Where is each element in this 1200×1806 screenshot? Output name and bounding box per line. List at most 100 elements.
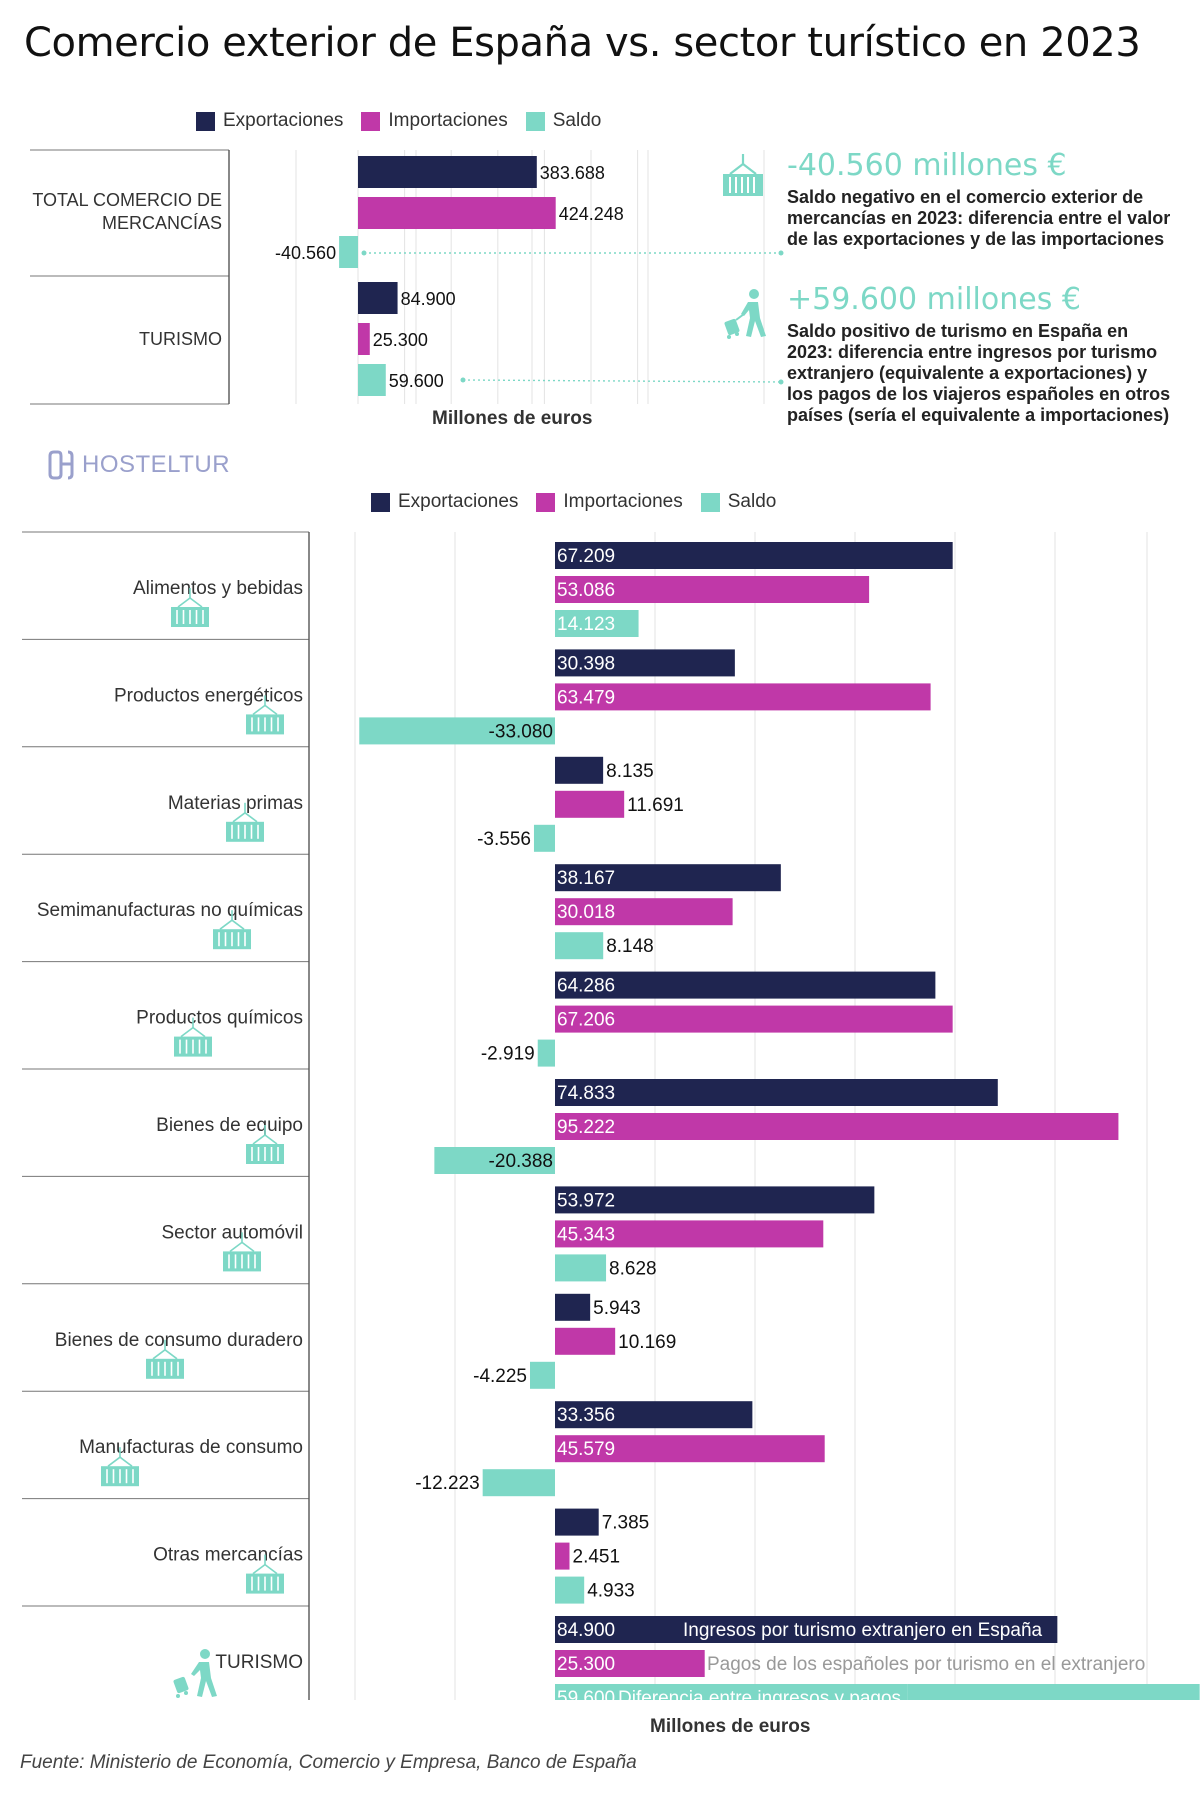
legend-item-exportaciones: Exportaciones xyxy=(196,110,343,132)
data-label: 25.300 xyxy=(557,1654,615,1675)
data-label: 63.479 xyxy=(557,687,615,708)
data-label: 74.833 xyxy=(557,1083,615,1104)
bar-importaciones xyxy=(555,1542,570,1570)
icon-part xyxy=(152,1349,178,1360)
bar-exportaciones xyxy=(555,542,953,569)
data-label: 59.600 xyxy=(389,371,444,391)
data-label: 25.300 xyxy=(373,330,428,350)
data-label: 424.248 xyxy=(559,204,624,224)
brand: HOSTELTUR xyxy=(46,450,230,480)
data-label: -33.080 xyxy=(489,721,553,742)
data-label: -3.556 xyxy=(477,829,531,850)
cargo-container-icon xyxy=(246,1554,284,1594)
icon-part xyxy=(173,1676,189,1694)
icon-part xyxy=(191,1662,217,1697)
icon-part xyxy=(252,1563,278,1575)
data-label: 8.148 xyxy=(606,936,654,957)
legend-item-saldo: Saldo xyxy=(700,491,777,513)
data-label: 84.900 xyxy=(557,1620,615,1641)
legend-swatch-importaciones xyxy=(536,492,556,512)
icon-part xyxy=(200,1649,210,1659)
category-label: Materias primas xyxy=(168,793,303,814)
bar-exportaciones xyxy=(555,864,781,892)
data-label: 33.356 xyxy=(557,1405,615,1426)
category-label: Semimanufacturas no químicas xyxy=(37,900,303,921)
bar-saldo xyxy=(555,1576,585,1604)
category-label: TOTAL COMERCIO DE xyxy=(32,190,222,210)
data-label: 4.933 xyxy=(587,1581,635,1602)
legend-swatch-saldo xyxy=(700,492,720,512)
category-label: TURISMO xyxy=(215,1652,303,1673)
legend-swatch-exportaciones xyxy=(196,111,215,131)
callout-connector xyxy=(462,379,782,383)
cargo-container-icon xyxy=(101,1447,139,1487)
data-label: 67.209 xyxy=(557,546,615,567)
bar-saldo xyxy=(482,1469,555,1497)
data-label: -12.223 xyxy=(415,1473,479,1494)
bar-exportaciones xyxy=(555,1508,599,1536)
callout-connector-dot xyxy=(460,377,466,383)
bar-importaciones xyxy=(555,1113,1119,1140)
bar-exportaciones xyxy=(555,1079,998,1106)
callout-tourism-text: Saldo positivo de turismo en España en 2… xyxy=(787,321,1171,425)
bar-saldo xyxy=(434,1147,555,1174)
icon-part xyxy=(107,1456,133,1467)
cargo-container-icon xyxy=(174,1017,212,1057)
bar-importaciones xyxy=(555,1220,824,1248)
chart-breakdown: Alimentos y bebidas 67.209 53.086 14.123 Pro… xyxy=(22,531,1200,1700)
bar-saldo xyxy=(555,932,604,960)
category-label: Productos energéticos xyxy=(114,685,303,706)
legend-item-exportaciones: Exportaciones xyxy=(371,491,518,513)
bar-saldo xyxy=(533,824,555,852)
legend-label-exportaciones: Exportaciones xyxy=(223,110,344,131)
data-label: 5.943 xyxy=(593,1298,641,1319)
data-label: -40.560 xyxy=(275,243,336,263)
data-label: 2.451 xyxy=(573,1547,621,1568)
data-label: 64.286 xyxy=(557,976,615,997)
cargo-container-icon xyxy=(226,802,264,842)
bar-exportaciones xyxy=(358,156,537,188)
annotation-background xyxy=(907,1684,1200,1700)
bar-saldo xyxy=(359,717,555,745)
bar-importaciones xyxy=(358,197,556,229)
data-label: 8.628 xyxy=(609,1258,657,1279)
cargo-container-icon xyxy=(723,154,763,196)
legend-swatch-saldo xyxy=(525,111,545,131)
bar-importaciones xyxy=(555,898,733,926)
hosteltur-logo-icon xyxy=(48,450,74,480)
cargo-container-icon xyxy=(171,588,209,627)
bar-importaciones xyxy=(555,1435,825,1463)
data-label: -4.225 xyxy=(473,1366,527,1387)
cargo-container-icon xyxy=(146,1339,184,1379)
callout-merch-value: -40.560 millones € xyxy=(787,148,1067,183)
legend-item-saldo: Saldo xyxy=(525,110,601,132)
bar-saldo xyxy=(555,1684,908,1700)
callout-connector-dot xyxy=(361,250,367,256)
source-note: Fuente: Ministerio de Economía, Comercio… xyxy=(20,1752,637,1773)
axis-title-summary: Millones de euros xyxy=(432,408,593,429)
bar-saldo xyxy=(555,610,639,637)
icon-part xyxy=(219,919,245,930)
legend-label-exportaciones: Exportaciones xyxy=(398,491,519,512)
category-label: Manufacturas de consumo xyxy=(79,1437,303,1458)
traveler-icon xyxy=(173,1649,217,1698)
data-label: -2.919 xyxy=(481,1044,535,1065)
legend-swatch-exportaciones xyxy=(371,492,390,512)
bar-importaciones xyxy=(358,323,370,355)
bar-exportaciones xyxy=(555,756,604,784)
chart-title: Comercio exterior de España vs. sector t… xyxy=(24,20,1141,66)
axis-title-breakdown: Millones de euros xyxy=(650,1716,811,1737)
icon-part xyxy=(232,812,258,823)
bar-saldo xyxy=(358,364,386,396)
legend-swatch-importaciones xyxy=(361,111,381,131)
icon-part xyxy=(176,1694,180,1698)
legend-label-saldo: Saldo xyxy=(727,491,777,512)
data-label: 45.579 xyxy=(557,1439,615,1460)
callout-connector-dot xyxy=(778,250,784,256)
data-label: 383.688 xyxy=(540,163,605,183)
bar-exportaciones xyxy=(555,971,936,999)
cargo-container-icon xyxy=(213,910,251,950)
traveler-icon xyxy=(724,289,766,339)
category-label: Bienes de equipo xyxy=(156,1115,303,1136)
category-label: Otras mercancías xyxy=(153,1545,303,1566)
